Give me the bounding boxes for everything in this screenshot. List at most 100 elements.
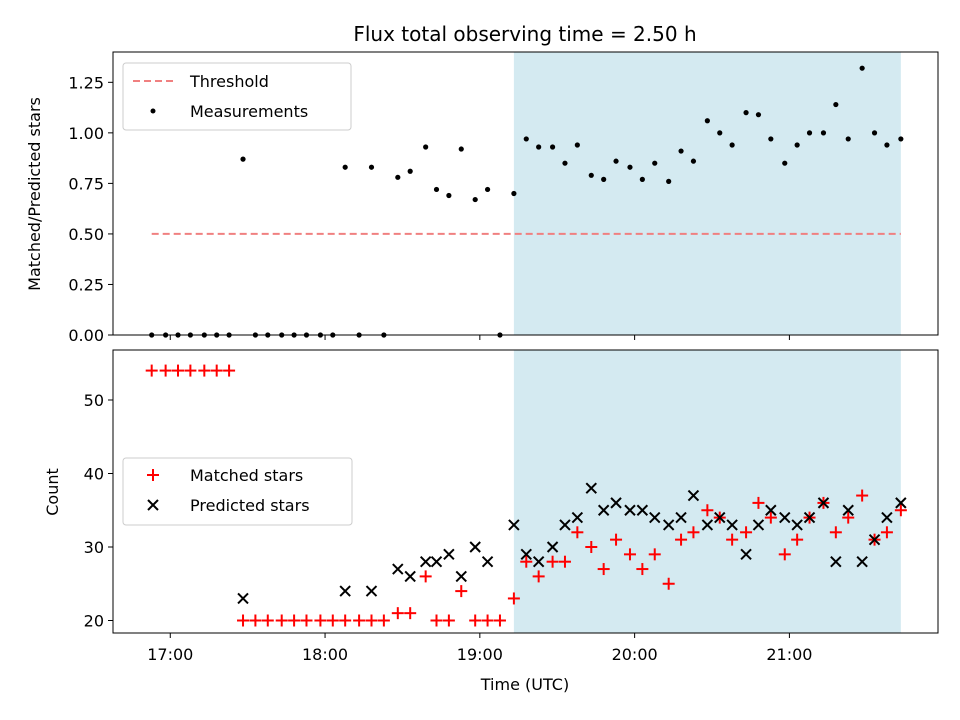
measurement-point: [806, 130, 813, 136]
matched-star-point: [558, 555, 571, 568]
measurement-point: [484, 186, 491, 193]
matched-star-point: [275, 614, 288, 627]
matched-star-point: [520, 555, 533, 568]
predicted-star-point: [610, 497, 622, 509]
predicted-star-point: [571, 511, 584, 524]
matched-star-point: [648, 548, 661, 561]
measurement-point: [574, 142, 580, 148]
matched-star-point: [339, 614, 352, 627]
bottom-legend-predicted-label: Predicted stars: [190, 496, 310, 515]
predicted-star-point: [868, 533, 881, 546]
matched-star-point: [507, 592, 520, 605]
matched-star-point: [353, 614, 366, 627]
top-y-tick-label: 1.25: [68, 73, 104, 92]
predicted-star-point: [559, 519, 571, 531]
predicted-star-point: [842, 504, 854, 516]
matched-star-point: [791, 533, 804, 546]
matched-star-point: [288, 614, 301, 627]
matched-star-point: [404, 607, 417, 620]
measurement-point: [562, 160, 568, 166]
predicted-star-point: [508, 519, 520, 531]
measurement-point: [395, 174, 401, 180]
top-legend: Threshold Measurements: [122, 62, 352, 131]
predicted-star-point: [520, 548, 532, 561]
measurement-point: [743, 110, 749, 116]
predicted-star-point: [546, 541, 559, 553]
measurement-point: [845, 136, 851, 142]
predicted-star-point: [803, 511, 816, 524]
measurement-point: [368, 164, 375, 170]
measurement-point: [511, 190, 517, 197]
measurement-point: [446, 192, 452, 199]
matched-star-point: [314, 614, 327, 627]
bottom-y-tick-label: 50: [84, 391, 104, 410]
bottom-panel-marks: [145, 364, 907, 627]
matched-star-point: [687, 526, 700, 539]
predicted-star-point: [856, 555, 868, 568]
matched-star-point: [778, 548, 791, 561]
predicted-star-point: [443, 548, 455, 561]
matched-star-point: [597, 563, 610, 576]
matched-star-point: [198, 364, 211, 377]
predicted-star-point: [597, 504, 610, 516]
measurement-point: [536, 144, 542, 150]
predicted-star-point: [624, 504, 636, 516]
bottom-y-tick-label: 30: [84, 538, 104, 557]
matched-star-point: [623, 548, 636, 561]
bottom-y-tick-label: 20: [84, 612, 104, 631]
predicted-star-point: [532, 555, 545, 568]
matched-star-point: [223, 364, 236, 377]
bottom-x-tick-label: 20:00: [612, 645, 658, 664]
measurement-point: [884, 142, 890, 148]
bottom-x-tick-label: 19:00: [457, 645, 503, 664]
matched-star-point: [145, 364, 158, 377]
matched-star-point: [365, 614, 378, 627]
top-legend-measurements-label: Measurements: [190, 102, 308, 121]
matched-star-point: [469, 614, 482, 627]
matched-star-point: [430, 614, 443, 627]
bottom-legend-predicted-swatch: [147, 499, 159, 511]
predicted-star-point: [726, 519, 738, 531]
matched-star-point: [455, 585, 468, 598]
matched-star-point: [571, 526, 584, 539]
measurement-point: [240, 156, 246, 162]
top-y-tick-label: 0.75: [68, 174, 104, 193]
predicted-star-point: [791, 519, 803, 531]
bottom-y-tick-label: 40: [84, 464, 104, 483]
predicted-star-point: [585, 482, 597, 494]
top-legend-box: [122, 62, 352, 131]
top-panel-marks: [149, 65, 904, 338]
predicted-star-point: [740, 548, 752, 561]
matched-star-point: [493, 614, 506, 627]
predicted-star-point: [636, 504, 649, 516]
measurement-point: [407, 168, 413, 174]
measurement-point: [342, 164, 348, 170]
measurement-point: [794, 142, 800, 148]
matched-star-point: [764, 511, 777, 524]
top-legend-measurements-swatch: [150, 108, 156, 114]
predicted-star-point: [339, 585, 351, 597]
matched-star-point: [842, 511, 855, 524]
measurement-point: [613, 158, 619, 164]
measurement-point: [755, 112, 762, 118]
measurement-point: [898, 136, 904, 142]
x-axis-label: Time (UTC): [480, 675, 569, 694]
measurement-point: [678, 148, 684, 154]
matched-star-point: [740, 526, 753, 539]
bottom-legend-matched-label: Matched stars: [190, 466, 303, 485]
measurement-point: [588, 172, 594, 178]
predicted-star-point: [481, 555, 494, 568]
matched-star-point: [752, 496, 765, 509]
predicted-star-point: [237, 592, 249, 605]
bottom-legend-matched-swatch: [147, 469, 159, 481]
predicted-star-point: [765, 504, 777, 516]
top-panel-highlight-span: [513, 52, 901, 335]
predicted-star-point: [830, 555, 842, 568]
predicted-star-point: [430, 555, 443, 568]
predicted-star-point: [895, 497, 907, 509]
matched-star-point: [546, 555, 559, 568]
measurement-point: [627, 164, 633, 170]
measurement-point: [549, 144, 556, 150]
top-panel-x-ticks: [169, 335, 790, 340]
bottom-panel-y-ticks: 20 30 40 50: [84, 391, 113, 631]
